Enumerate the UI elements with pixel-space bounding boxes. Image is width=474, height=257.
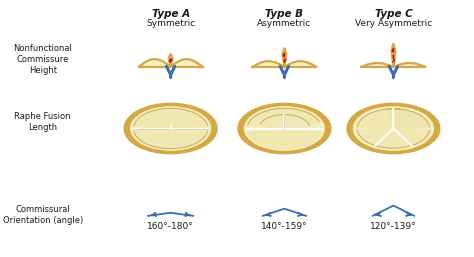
Text: Type C: Type C [374, 9, 412, 19]
Polygon shape [248, 128, 321, 149]
Text: 140°-159°: 140°-159° [261, 222, 308, 231]
Text: Nonfunctional
Commissure
Height: Nonfunctional Commissure Height [13, 43, 72, 75]
Polygon shape [361, 44, 425, 67]
Circle shape [124, 103, 217, 154]
Text: Symmetric: Symmetric [146, 19, 195, 28]
Circle shape [131, 107, 210, 150]
Circle shape [347, 103, 440, 154]
Text: Asymmetric: Asymmetric [257, 19, 311, 28]
Text: Raphe Fusion
Length: Raphe Fusion Length [14, 112, 71, 132]
Polygon shape [138, 54, 202, 67]
Polygon shape [357, 128, 429, 148]
Circle shape [238, 103, 331, 154]
Polygon shape [252, 48, 316, 67]
Text: Type A: Type A [152, 9, 190, 19]
Polygon shape [248, 108, 319, 128]
Text: 120°-139°: 120°-139° [370, 222, 417, 231]
Text: 160°-180°: 160°-180° [147, 222, 194, 231]
Polygon shape [134, 128, 208, 149]
Text: Commissural
Orientation (angle): Commissural Orientation (angle) [2, 205, 83, 225]
Polygon shape [260, 115, 310, 128]
Polygon shape [387, 109, 429, 128]
Polygon shape [357, 109, 400, 128]
Text: Very Asymmetric: Very Asymmetric [355, 19, 432, 28]
Text: Type B: Type B [265, 9, 303, 19]
Circle shape [354, 107, 433, 150]
Circle shape [245, 107, 324, 150]
Polygon shape [134, 108, 208, 128]
